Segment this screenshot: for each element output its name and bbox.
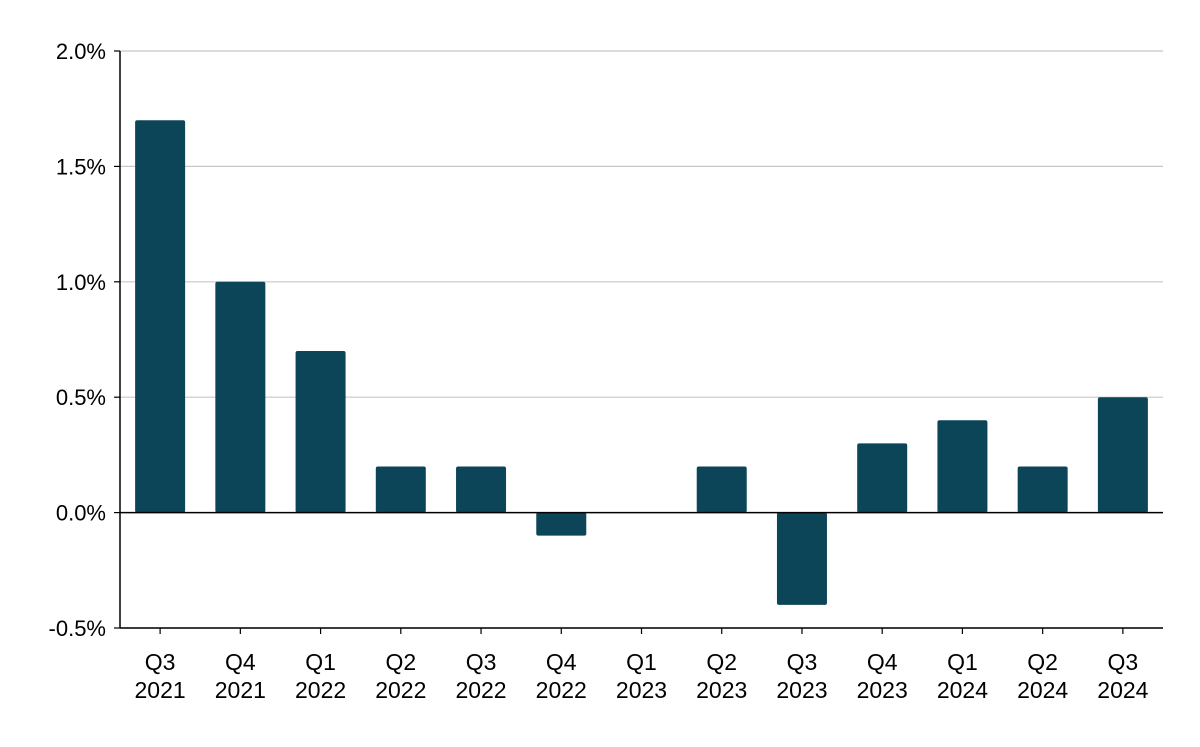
x-tick-label-year: 2021 <box>215 677 266 703</box>
x-tick-label-year: 2022 <box>455 677 506 703</box>
bar <box>776 512 827 605</box>
bar <box>1097 397 1148 513</box>
x-tick-label-year: 2024 <box>937 677 988 703</box>
x-tick-label-quarter: Q4 <box>867 649 898 675</box>
x-tick-label-year: 2023 <box>696 677 747 703</box>
y-tick-label: 2.0% <box>56 39 106 64</box>
y-tick-label: -0.5% <box>49 616 106 641</box>
bar <box>135 120 186 513</box>
x-tick-label-quarter: Q1 <box>947 649 978 675</box>
bar <box>696 466 747 513</box>
x-tick-label-year: 2023 <box>616 677 667 703</box>
x-tick-label-quarter: Q2 <box>1027 649 1058 675</box>
bar <box>215 281 266 513</box>
bar <box>456 466 507 513</box>
bar <box>857 443 908 513</box>
x-tick-label-year: 2022 <box>536 677 587 703</box>
x-tick-label-year: 2021 <box>135 677 186 703</box>
x-tick-label-quarter: Q3 <box>145 649 176 675</box>
y-tick-label: 0.5% <box>56 385 106 410</box>
x-tick-label-quarter: Q1 <box>305 649 336 675</box>
x-tick-label-quarter: Q2 <box>706 649 737 675</box>
x-tick-label-year: 2023 <box>776 677 827 703</box>
bar <box>295 351 346 513</box>
axes <box>114 50 1163 634</box>
x-tick-label-quarter: Q3 <box>466 649 497 675</box>
x-tick-label-year: 2022 <box>375 677 426 703</box>
x-tick-label-year: 2024 <box>1097 677 1148 703</box>
x-tick-label-quarter: Q2 <box>385 649 416 675</box>
x-tick-label-quarter: Q1 <box>626 649 657 675</box>
x-tick-label-quarter: Q3 <box>1108 649 1139 675</box>
bar <box>937 420 988 513</box>
bar <box>1017 466 1068 513</box>
x-tick-label-quarter: Q4 <box>546 649 577 675</box>
x-tick-label-year: 2023 <box>857 677 908 703</box>
bars <box>135 120 1148 605</box>
y-tick-label: 0.0% <box>56 501 106 526</box>
x-tick-label-quarter: Q4 <box>225 649 256 675</box>
tick-labels: -0.5%0.0%0.5%1.0%1.5%2.0%Q32021Q42021Q12… <box>49 39 1149 703</box>
y-tick-label: 1.0% <box>56 270 106 295</box>
x-tick-label-quarter: Q3 <box>787 649 818 675</box>
gridlines <box>120 50 1163 629</box>
bar <box>536 512 587 536</box>
y-tick-label: 1.5% <box>56 154 106 179</box>
x-tick-label-year: 2024 <box>1017 677 1068 703</box>
x-tick-label-year: 2022 <box>295 677 346 703</box>
bar <box>375 466 426 513</box>
